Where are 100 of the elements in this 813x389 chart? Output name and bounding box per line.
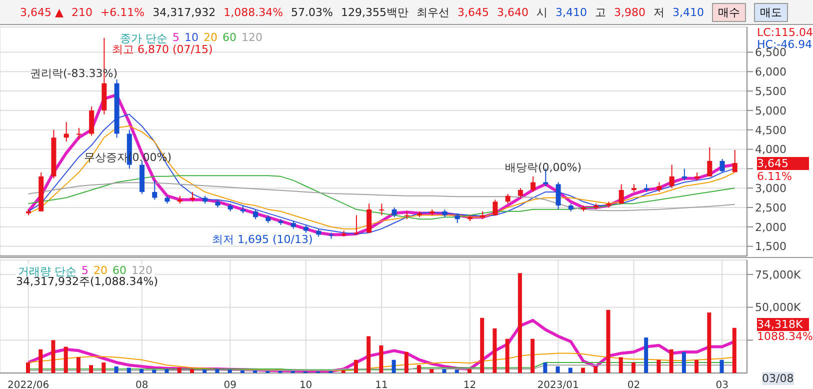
y-tick-label: 3,000	[755, 182, 786, 195]
candlestick	[64, 122, 69, 142]
bar	[404, 352, 408, 373]
text: 120	[132, 264, 152, 277]
text: LC:115.04	[757, 26, 813, 39]
y-tick-label: 5,000	[755, 104, 786, 118]
bar	[732, 328, 736, 373]
bar	[594, 366, 598, 373]
text: 20	[94, 264, 108, 277]
text: 34,317,932	[152, 6, 216, 18]
bar	[505, 338, 510, 373]
candlestick	[454, 212, 460, 224]
candlestick	[707, 146, 712, 177]
bar	[669, 349, 674, 373]
y-tick-label: 50,000K	[755, 301, 802, 314]
text: 3,645 ▲	[20, 6, 64, 18]
text: 10	[184, 31, 198, 44]
bar	[682, 352, 686, 373]
candlestick	[720, 158, 725, 174]
x-tick-label: 09	[224, 380, 236, 389]
text: 120	[242, 31, 262, 46]
bar	[656, 360, 661, 373]
candlestick	[518, 188, 523, 198]
bar	[454, 370, 459, 373]
text: 03/08	[762, 372, 794, 385]
candlestick	[618, 184, 624, 204]
bar	[190, 369, 194, 373]
text: 60	[222, 31, 236, 46]
y-tick-label: 4,000	[755, 143, 786, 156]
annotation: 배당락(0,00%)	[505, 160, 582, 175]
text: 3,645	[458, 6, 489, 18]
text: 3,410	[556, 6, 587, 18]
bar	[581, 368, 586, 373]
text: +6.11%	[100, 6, 145, 18]
y-tick-label: 1,500	[755, 240, 786, 254]
candlestick	[89, 106, 94, 136]
bar	[442, 369, 446, 373]
candlestick	[732, 150, 738, 173]
bar	[430, 369, 434, 373]
candlestick	[253, 208, 258, 220]
bar	[140, 369, 144, 373]
bar	[64, 346, 68, 373]
y-tick-label: 2,000	[755, 220, 786, 234]
x-tick-label: 11	[375, 380, 388, 389]
bar	[341, 370, 346, 373]
bar	[89, 365, 94, 373]
x-tick-label: 2022/06	[8, 380, 50, 389]
bar	[152, 370, 156, 373]
y-tick-label: 4,500	[755, 124, 786, 137]
bar	[618, 357, 623, 373]
text: 60	[112, 264, 126, 277]
bar	[568, 368, 572, 373]
text: 1088.34%	[757, 330, 813, 343]
candlestick	[682, 168, 687, 181]
bar	[202, 370, 207, 373]
bar	[631, 362, 636, 373]
candlestick	[556, 182, 561, 210]
bar	[556, 366, 560, 373]
bar	[228, 370, 232, 373]
bar	[492, 328, 497, 373]
bar	[215, 369, 220, 373]
bar	[606, 310, 610, 373]
text: 210	[71, 6, 92, 18]
x-tick-label: 2023/01	[537, 380, 579, 389]
bar	[707, 312, 712, 373]
legend-title: 거래량 단순	[18, 264, 76, 278]
text: 매수	[712, 2, 746, 22]
text: 129,355백만	[341, 4, 408, 20]
bar	[38, 349, 43, 373]
text: 20	[204, 31, 218, 44]
bar	[379, 345, 384, 373]
y-tick-label: 6,000	[755, 66, 786, 79]
bar	[354, 360, 358, 373]
bar	[177, 368, 182, 373]
candlestick	[354, 214, 359, 236]
bar	[164, 369, 169, 373]
bar	[51, 340, 56, 373]
candlestick	[152, 180, 158, 200]
x-tick-label: 02	[627, 380, 640, 389]
text: 1,088.34%	[224, 6, 284, 18]
annotation: 34,317,932주(1,088.34%)	[16, 275, 158, 289]
candlestick	[366, 203, 372, 234]
bar	[240, 370, 244, 373]
text: 34,318K	[757, 318, 809, 331]
annotation: 최저 1,695 (10/13)	[212, 232, 313, 247]
y-tick-label: 5,500	[755, 84, 786, 98]
bar	[543, 362, 548, 373]
y-tick-label: 2,500	[755, 201, 786, 214]
text: 최우선	[416, 4, 450, 20]
x-tick-label: 08	[135, 380, 148, 389]
text: 시	[536, 4, 548, 20]
bar	[126, 368, 131, 373]
candlestick	[656, 182, 662, 192]
bar	[467, 369, 472, 373]
line-series	[28, 182, 736, 212]
text: 3,640	[497, 6, 528, 18]
text: 5	[172, 31, 180, 44]
bar	[720, 360, 724, 373]
bar	[114, 366, 118, 373]
bar	[392, 360, 396, 373]
